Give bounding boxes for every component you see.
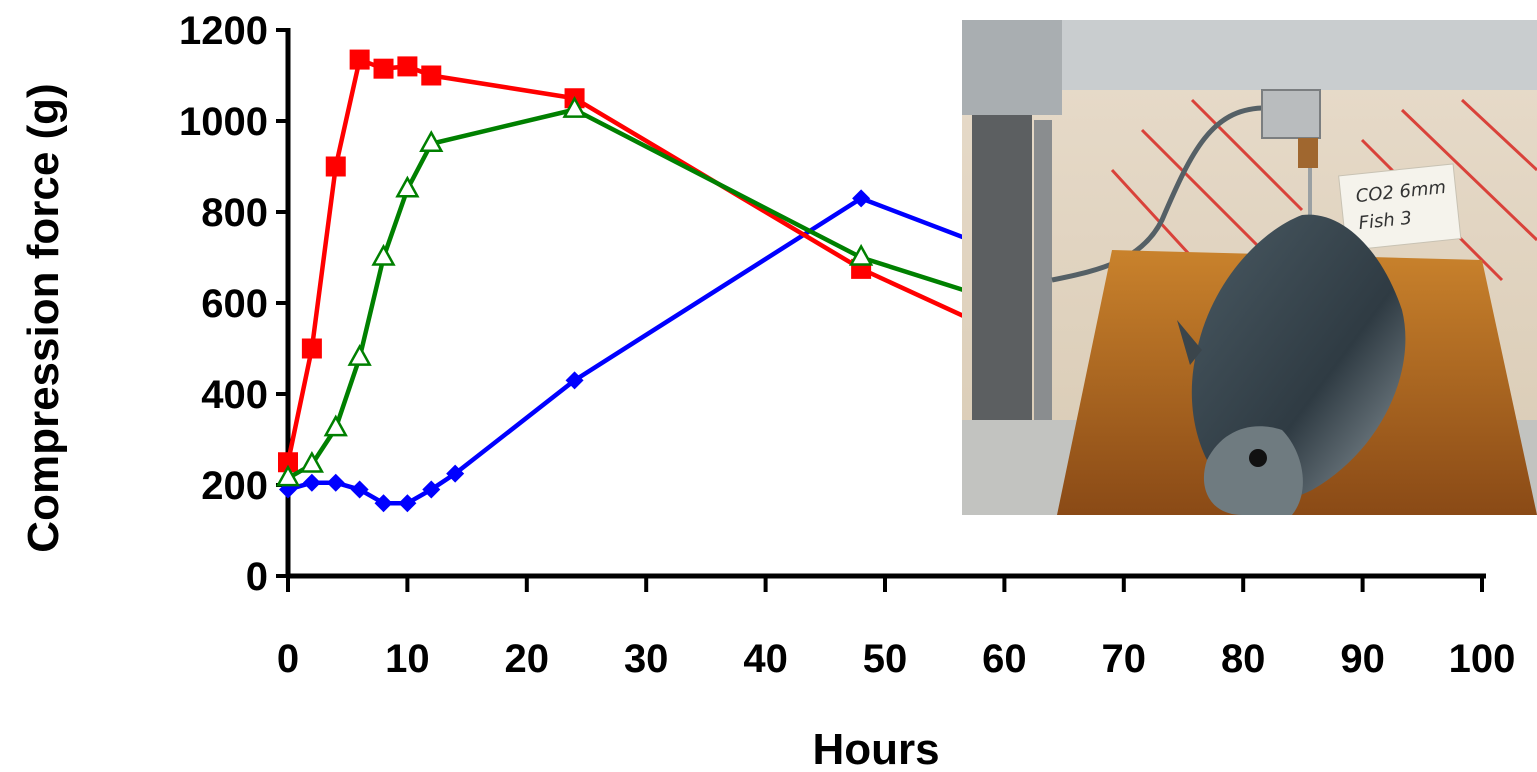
data-point	[421, 65, 442, 86]
data-point	[848, 243, 874, 266]
machine-left-block	[962, 20, 1062, 115]
series-group	[275, 49, 1017, 513]
data-point	[446, 464, 465, 483]
data-point	[278, 452, 298, 473]
x-tick-label: 20	[505, 637, 550, 681]
y-tick-label: 800	[201, 191, 268, 235]
data-point	[302, 473, 321, 492]
y-tick-label: 200	[201, 464, 268, 508]
y-tick-label: 600	[201, 282, 268, 326]
x-tick-label: 90	[1340, 637, 1385, 681]
x-tick-label: 30	[624, 637, 669, 681]
data-point	[395, 175, 420, 198]
data-point	[326, 473, 345, 492]
x-tick-label: 100	[1449, 637, 1516, 681]
machine-column	[972, 115, 1032, 420]
x-tick-label: 70	[1102, 637, 1147, 681]
data-point	[301, 338, 322, 359]
data-point	[397, 56, 418, 77]
fish-eye	[1249, 449, 1267, 467]
data-point	[371, 243, 396, 266]
x-tick-label: 60	[982, 637, 1027, 681]
data-point	[275, 464, 301, 487]
series-line	[287, 196, 1006, 506]
y-tick-label: 400	[201, 373, 268, 417]
data-point	[374, 494, 393, 513]
data-point	[323, 414, 348, 437]
fish-photo: CO2 6mm Fish 3	[962, 20, 1537, 515]
data-point	[350, 480, 369, 499]
data-point	[562, 96, 587, 118]
x-tick-label: 50	[863, 637, 908, 681]
sensor-cable	[1051, 105, 1263, 283]
data-point	[325, 156, 346, 177]
sample-label-card: CO2 6mm Fish 3	[1338, 163, 1462, 252]
data-point	[373, 58, 394, 79]
load-cell	[1261, 89, 1321, 139]
fish-fin	[1177, 320, 1202, 365]
y-ticks: 0 200 400 600 800 1000 1200	[179, 9, 288, 599]
data-point	[398, 494, 417, 513]
data-point	[349, 49, 370, 70]
y-tick-label: 1200	[179, 9, 268, 53]
y-axis-title: Compression force (g)	[19, 83, 68, 552]
y-tick-label: 0	[246, 555, 268, 599]
fish-head	[1203, 426, 1303, 515]
data-point	[565, 371, 584, 390]
data-point	[419, 130, 444, 152]
x-ticks: 0 10 20 30 40 50 60 70 80 90 100	[277, 576, 1516, 681]
series-line	[286, 107, 1006, 481]
data-point	[852, 189, 871, 208]
x-tick-label: 10	[385, 637, 430, 681]
x-tick-label: 0	[277, 637, 299, 681]
series-triangle-open	[275, 96, 1017, 487]
data-point	[347, 344, 372, 366]
series-diamond	[279, 189, 1014, 513]
x-tick-label: 80	[1221, 637, 1266, 681]
y-tick-label: 1000	[179, 100, 268, 144]
probe-holder	[1298, 138, 1318, 168]
x-axis-title: Hours	[812, 725, 939, 772]
series-line	[285, 57, 1006, 463]
machine-column-thread	[1034, 120, 1052, 420]
x-tick-label: 40	[743, 637, 788, 681]
data-point	[422, 480, 441, 499]
data-point	[299, 450, 325, 473]
